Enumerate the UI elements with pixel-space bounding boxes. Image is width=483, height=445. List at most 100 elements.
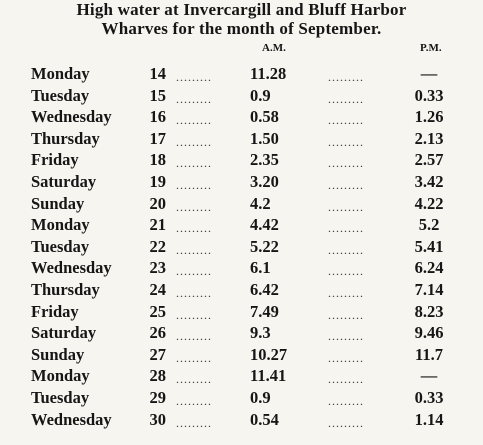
day: Wednesday xyxy=(31,258,112,278)
day: Friday xyxy=(31,150,79,170)
pm-time: 7.14 xyxy=(414,280,444,299)
day: Friday xyxy=(31,301,79,321)
day: Wednesday xyxy=(31,107,112,127)
date: 18 xyxy=(149,150,167,170)
day: Wednesday xyxy=(31,409,112,429)
day: Sunday xyxy=(31,193,85,213)
pm-time: 4.22 xyxy=(414,193,444,213)
leader: ......... xyxy=(328,307,364,322)
day: Monday xyxy=(31,366,90,386)
am-time: 6.42 xyxy=(250,280,279,299)
date: 14 xyxy=(149,64,167,83)
leader: ......... xyxy=(328,242,364,257)
leader: ......... xyxy=(328,286,364,300)
leader: ......... xyxy=(176,221,212,236)
date: 27 xyxy=(149,344,167,364)
pm-time: 1.26 xyxy=(414,107,444,127)
am-time: 11.41 xyxy=(250,366,287,386)
pm-time: — xyxy=(420,64,438,83)
pm-time: 11.7 xyxy=(415,344,443,364)
am-time: 9.3 xyxy=(250,323,271,343)
leader: ......... xyxy=(176,372,212,387)
date: 22 xyxy=(149,236,167,256)
leader: ......... xyxy=(176,70,212,84)
title-line: Wharves for the month of September. xyxy=(101,19,382,38)
pm-time: 5.41 xyxy=(414,236,444,256)
date: 26 xyxy=(149,323,167,343)
leader: ......... xyxy=(176,264,212,279)
am-time: 1.50 xyxy=(250,128,279,148)
day: Monday xyxy=(31,215,90,235)
am-time: 4.2 xyxy=(250,193,271,213)
leader: ......... xyxy=(176,415,212,430)
pm-time: 2.57 xyxy=(414,150,444,170)
leader: ......... xyxy=(176,242,212,257)
leader: ......... xyxy=(328,415,364,430)
day: Tuesday xyxy=(31,388,90,407)
date: 16 xyxy=(149,107,167,127)
date: 21 xyxy=(149,215,167,235)
leader: ......... xyxy=(328,221,364,236)
date: 29 xyxy=(149,388,167,407)
title-line: High water at Invercargill and Bluff Har… xyxy=(76,0,407,19)
leader: ......... xyxy=(176,307,212,322)
pm-time: 6.24 xyxy=(414,258,444,278)
day: Tuesday xyxy=(31,85,90,105)
am-time: 5.22 xyxy=(250,236,279,256)
am-time: 6.1 xyxy=(250,258,271,278)
leader: ......... xyxy=(176,113,212,128)
day: Tuesday xyxy=(31,236,90,256)
leader: ......... xyxy=(176,329,212,344)
leader: ......... xyxy=(176,286,212,300)
leader: ......... xyxy=(328,372,364,387)
leader: ......... xyxy=(328,264,364,279)
leader: ......... xyxy=(328,113,364,128)
pm-time: 0.33 xyxy=(414,85,444,105)
am-time: 2.35 xyxy=(250,150,279,170)
pm-time: 9.46 xyxy=(414,323,444,343)
pm-time: 2.13 xyxy=(414,128,444,148)
am-time: 3.20 xyxy=(250,172,279,191)
leader: ......... xyxy=(176,350,212,365)
leader: ......... xyxy=(328,134,364,149)
date: 28 xyxy=(149,366,167,386)
date: 17 xyxy=(149,128,167,148)
leader: ......... xyxy=(328,329,364,344)
day: Saturday xyxy=(31,323,97,343)
leader: ......... xyxy=(328,70,364,84)
column-header: A.M. xyxy=(262,42,286,54)
pm-time: 8.23 xyxy=(414,301,444,321)
day: Saturday xyxy=(31,172,97,191)
day: Sunday xyxy=(31,344,85,364)
am-time: 0.9 xyxy=(250,388,271,407)
leader: ......... xyxy=(328,91,364,106)
day: Thursday xyxy=(31,128,100,148)
am-time: 0.58 xyxy=(250,107,279,127)
am-time: 4.42 xyxy=(250,215,279,235)
am-time: 10.27 xyxy=(250,344,288,364)
leader: ......... xyxy=(176,199,212,214)
date: 23 xyxy=(149,258,167,278)
date: 25 xyxy=(149,301,167,321)
leader: ......... xyxy=(328,178,364,192)
leader: ......... xyxy=(176,156,212,171)
am-time: 0.54 xyxy=(250,409,279,429)
column-header: P.M. xyxy=(420,42,442,54)
date: 24 xyxy=(149,280,167,299)
leader: ......... xyxy=(328,156,364,171)
pm-time: — xyxy=(420,366,438,386)
pm-time: 0.33 xyxy=(414,388,444,407)
pm-time: 1.14 xyxy=(414,409,444,429)
leader: ......... xyxy=(176,134,212,149)
leader: ......... xyxy=(176,91,212,106)
leader: ......... xyxy=(328,394,364,408)
date: 20 xyxy=(149,193,167,213)
am-time: 0.9 xyxy=(250,85,271,105)
day: Monday xyxy=(31,64,90,83)
date: 30 xyxy=(149,409,167,429)
leader: ......... xyxy=(176,394,212,408)
am-time: 7.49 xyxy=(250,301,279,321)
leader: ......... xyxy=(328,350,364,365)
pm-time: 5.2 xyxy=(418,215,440,235)
